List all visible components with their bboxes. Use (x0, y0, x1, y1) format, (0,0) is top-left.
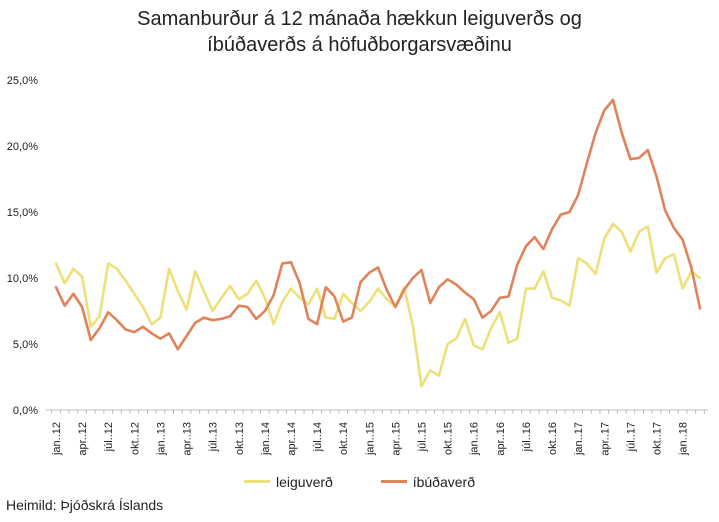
source-note: Heimild: Þjóðskrá Íslands (6, 497, 164, 513)
series-line-ibudaverd (54, 98, 702, 351)
x-tick-label-3: okt..12 (129, 422, 141, 455)
legend-item-ibudaverd: íbúðaverð (380, 473, 475, 490)
y-tick-label-1: 5,0% (13, 339, 38, 351)
x-tick-label-21: apr..17 (599, 422, 611, 456)
legend-swatch-leiguverd (244, 480, 270, 483)
x-tick-label-0: jan..12 (51, 422, 63, 456)
legend: leiguverð íbúðaverð (0, 470, 719, 490)
legend-label-leiguverd: leiguverð (276, 473, 333, 490)
x-tick-label-10: júl..14 (312, 422, 324, 452)
y-tick-label-0: 0,0% (13, 405, 38, 417)
x-tick-label-16: jan..16 (469, 422, 481, 456)
y-tick-label-5: 25,0% (7, 75, 38, 87)
legend-item-leiguverd: leiguverð (244, 474, 333, 490)
x-tick-label-15: okt..15 (443, 422, 455, 455)
x-tick-label-6: júl..13 (208, 422, 220, 452)
x-tick-label-2: júl..12 (103, 422, 115, 452)
x-tick-label-5: apr..13 (182, 422, 194, 456)
x-tick-label-24: jan..18 (678, 422, 690, 456)
x-tick-label-20: jan..17 (573, 422, 585, 456)
legend-label-ibudaverd: íbúðaverð (412, 473, 475, 490)
x-tick-label-9: apr..14 (286, 422, 298, 456)
x-tick-label-19: okt..16 (547, 422, 559, 455)
chart-title-line-1: Samanburður á 12 mánaða hækkun leiguverð… (137, 8, 582, 30)
x-tick-label-8: jan..14 (260, 422, 272, 456)
chart-title-line-2: íbúðaverðs á höfuðborgarsvæðinu (207, 34, 512, 56)
x-tick-label-14: júl..15 (417, 422, 429, 452)
x-tick-label-1: apr..12 (77, 422, 89, 456)
x-tick-label-17: apr..16 (495, 422, 507, 456)
y-tick-label-4: 20,0% (7, 141, 38, 153)
y-tick-label-2: 10,0% (7, 273, 38, 285)
x-tick-label-11: okt..14 (338, 422, 350, 455)
x-tick-label-13: apr..15 (390, 422, 402, 456)
series-line-leiguverd (54, 222, 702, 388)
x-tick-label-4: jan..13 (155, 422, 167, 456)
x-tick-label-7: okt..13 (234, 422, 246, 455)
x-tick-label-23: okt..17 (651, 422, 663, 455)
x-tick-label-12: jan..15 (364, 422, 376, 456)
legend-swatch-ibudaverd (380, 480, 407, 483)
x-tick-label-18: júl..16 (521, 422, 533, 452)
x-tick-label-22: júl..17 (625, 422, 637, 452)
y-tick-label-3: 15,0% (7, 207, 38, 219)
